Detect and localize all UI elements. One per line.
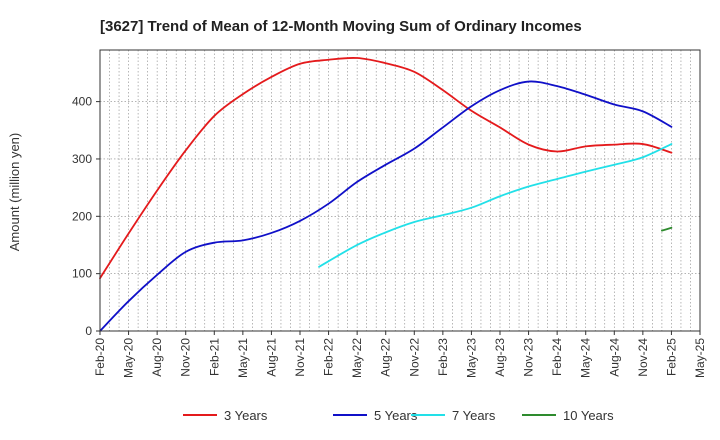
- y-tick-label: 100: [72, 267, 92, 281]
- legend-item-7-years: 7 Years: [411, 408, 496, 423]
- series-line-7-years: [318, 143, 673, 268]
- x-tick-label: May-20: [122, 338, 136, 378]
- series-line-5-years: [99, 80, 673, 332]
- legend-item-5-years: 5 Years: [333, 408, 418, 423]
- x-tick-label: Feb-21: [207, 338, 221, 376]
- legend-label: 3 Years: [224, 408, 268, 423]
- x-tick-label: Nov-20: [179, 338, 193, 377]
- x-tick-label: Aug-21: [264, 338, 278, 377]
- x-tick-label: Aug-22: [379, 338, 393, 377]
- legend-label: 7 Years: [452, 408, 496, 423]
- grid-lines: [99, 50, 701, 332]
- x-tick-label: May-25: [693, 338, 707, 378]
- x-tick-label: Nov-21: [293, 338, 307, 377]
- x-tick-label: Aug-23: [493, 338, 507, 377]
- legend-item-3-years: 3 Years: [183, 408, 268, 423]
- legend-label: 10 Years: [563, 408, 614, 423]
- y-tick-label: 300: [72, 152, 92, 166]
- x-tick-label: Nov-22: [407, 338, 421, 377]
- y-tick-label: 200: [72, 209, 92, 223]
- y-tick-label: 400: [72, 95, 92, 109]
- x-tick-label: Aug-24: [607, 338, 621, 377]
- plot-frame: [99, 49, 701, 332]
- series-line-3-years: [99, 57, 673, 280]
- x-tick-label: Nov-23: [522, 338, 536, 377]
- x-tick-label: May-23: [464, 338, 478, 378]
- x-tick-label: Feb-20: [93, 338, 107, 376]
- x-tick-label: May-24: [579, 338, 593, 378]
- chart-title: [3627] Trend of Mean of 12-Month Moving …: [100, 18, 582, 35]
- series-line-10-years: [661, 226, 673, 232]
- y-axis-label: Amount (million yen): [7, 133, 22, 252]
- legend-label: 5 Years: [374, 408, 418, 423]
- x-tick-label: Feb-24: [550, 338, 564, 376]
- plot-area: [100, 50, 700, 331]
- x-tick-label: May-21: [236, 338, 250, 378]
- legend: 3 Years 5 Years 7 Years 10 Years: [183, 408, 614, 423]
- y-tick-label: 0: [85, 324, 92, 338]
- x-tick-label: Nov-24: [636, 338, 650, 377]
- x-tick-label: Feb-22: [322, 338, 336, 376]
- x-tick-label: Feb-23: [436, 338, 450, 376]
- series-layer: [99, 57, 673, 332]
- x-tick-label: Feb-25: [664, 338, 678, 376]
- x-tick-label: May-22: [350, 338, 364, 378]
- legend-item-10-years: 10 Years: [522, 408, 614, 423]
- x-tick-label: Aug-20: [150, 338, 164, 377]
- axes: 0 100 200 300 400 Feb-20 May-20 Aug-20 Nov-20 Feb…: [72, 49, 707, 378]
